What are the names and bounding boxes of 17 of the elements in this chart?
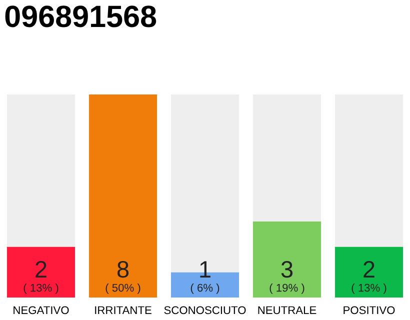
data-label: 2 ( 13% ) — [24, 260, 58, 294]
bar — [6, 94, 76, 247]
bar — [252, 221, 322, 298]
data-label: 8 ( 50% ) — [106, 260, 140, 294]
chart-title: 096891568 — [5, 6, 156, 28]
x-tick-label: NEGATIVO — [14, 306, 69, 314]
bar — [334, 246, 404, 298]
bar — [252, 94, 322, 222]
x-tick-label: SCONOSCIUTO — [164, 306, 246, 314]
x-tick-label: POSITIVO — [344, 306, 395, 314]
bar — [88, 94, 158, 298]
data-label: 2 ( 13% ) — [352, 260, 386, 294]
bar — [6, 246, 76, 298]
x-tick-label: NEUTRALE — [258, 306, 316, 314]
bar — [334, 94, 404, 247]
x-tick-label: IRRITANTE — [95, 306, 152, 314]
data-label: 3 ( 19% ) — [270, 260, 304, 294]
